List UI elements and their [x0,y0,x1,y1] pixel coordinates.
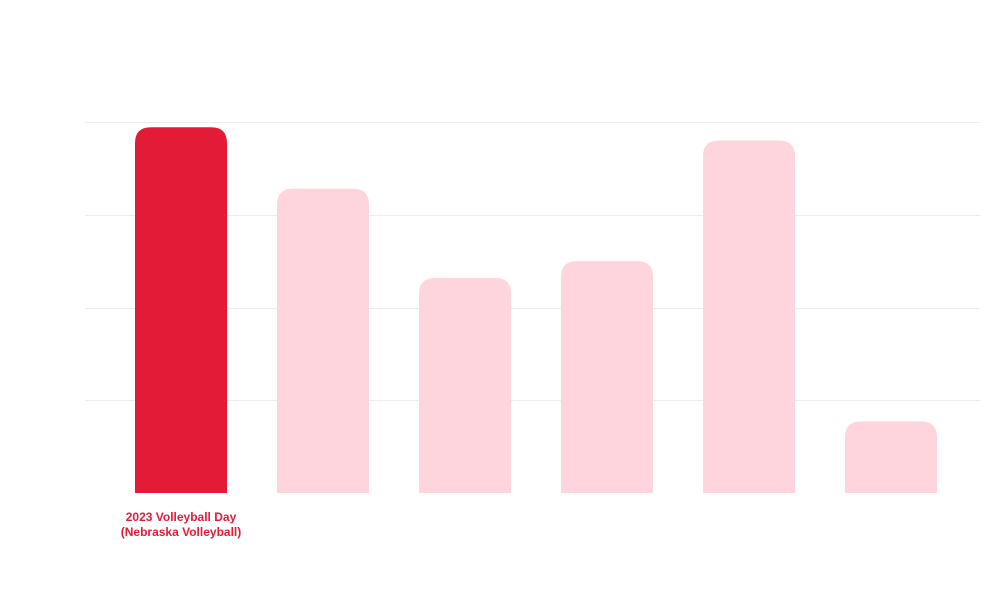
bar [845,421,937,493]
bar [561,261,653,493]
category-label-line: (Nebraska Volleyball) [121,525,242,539]
bar [419,277,511,493]
bar [277,188,369,493]
category-labels: 2023 Volleyball Day (Nebraska Volleyball) [121,510,242,539]
gridlines [85,122,980,401]
bars [135,127,937,494]
category-label-line: 2023 Volleyball Day [126,510,237,524]
bar-highlighted [135,127,227,493]
category-label: 2023 Volleyball Day (Nebraska Volleyball) [121,510,242,539]
bar [703,140,795,494]
